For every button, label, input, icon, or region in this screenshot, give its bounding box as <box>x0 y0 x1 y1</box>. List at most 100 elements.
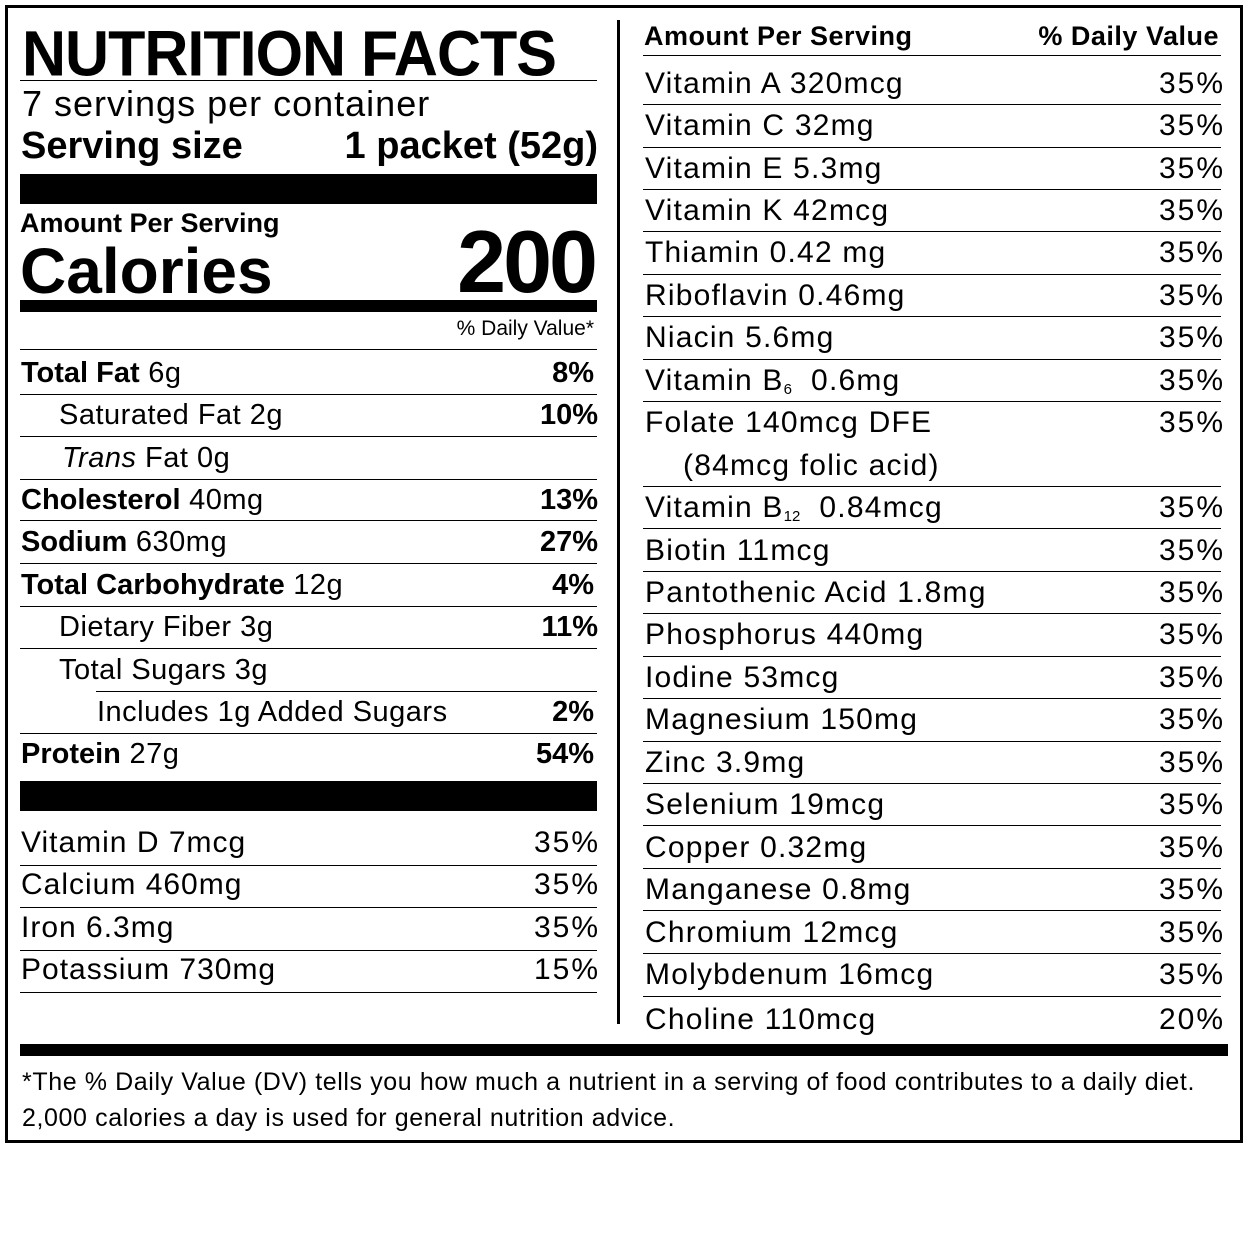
nutrient-row-total-carbohydrate: Total Carbohydrate 12g <box>21 567 343 603</box>
right-amount-header: Amount Per Serving <box>644 21 913 51</box>
divider <box>20 563 597 564</box>
divider <box>643 147 1221 148</box>
vitamin-dv: 35% <box>1158 236 1225 269</box>
divider <box>20 520 597 521</box>
vitamin-dv: 35% <box>1158 746 1225 779</box>
divider <box>643 316 1221 317</box>
subscript: 12 <box>783 508 801 525</box>
divider <box>643 231 1221 232</box>
right-dv-header: % Daily Value <box>1038 21 1219 51</box>
nutrient-amount: 630mg <box>135 526 228 558</box>
mineral-row: Calcium 460mg <box>21 868 243 901</box>
nutrient-dv: 8% <box>552 357 594 389</box>
mineral-row: Iron 6.3mg <box>21 911 175 944</box>
vitamin-row: Molybdenum 16mcg <box>645 958 935 991</box>
vitamin-row: Phosphorus 440mg <box>645 618 925 651</box>
nutrient-name: Total Sugars <box>59 654 227 686</box>
nutrient-amount: 2g <box>249 399 284 431</box>
vitamin-row-folate-detail: (84mcg folic acid) <box>683 449 940 482</box>
vitamin-row: Riboflavin 0.46mg <box>645 279 906 312</box>
divider <box>643 104 1221 105</box>
divider <box>20 80 597 81</box>
bottom-bar <box>20 1044 1228 1056</box>
mineral-row: Vitamin D 7mcg <box>21 826 247 859</box>
vitamin-dv: 35% <box>1158 916 1225 949</box>
divider <box>20 606 597 607</box>
vitamin-row: Copper 0.32mg <box>645 831 868 864</box>
divider <box>20 648 597 649</box>
nutrient-row-trans-fat: Trans Fat 0g <box>62 440 230 476</box>
vitamin-dv: 35% <box>1158 406 1225 439</box>
nutrient-name: Protein <box>21 738 121 770</box>
nutrient-name: Includes 1g Added Sugars <box>97 696 448 728</box>
divider <box>643 825 1221 826</box>
nutrient-name: Dietary Fiber <box>59 611 232 643</box>
vitamin-row: Vitamin E 5.3mg <box>645 152 883 185</box>
subscript: 6 <box>783 381 792 398</box>
calories-label: Calories <box>20 235 273 307</box>
nutrient-row-added-sugars: Includes 1g Added Sugars <box>97 694 448 730</box>
divider <box>643 55 1221 56</box>
divider <box>20 394 597 395</box>
vitamin-row: Choline 110mcg <box>645 1003 877 1036</box>
nutrient-dv: 4% <box>552 569 594 601</box>
vitamin-row: Vitamin K 42mcg <box>645 194 890 227</box>
divider <box>643 741 1221 742</box>
vitamin-row: Zinc 3.9mg <box>645 746 806 779</box>
serving-size-label: Serving size <box>21 125 243 167</box>
divider <box>643 868 1221 869</box>
mineral-dv: 15% <box>533 953 600 986</box>
nutrient-name: Trans <box>62 442 137 474</box>
divider <box>643 189 1221 190</box>
thick-bar <box>20 781 597 811</box>
amount-per-serving: Amount Per Serving <box>20 208 280 238</box>
nutrient-dv: 2% <box>552 696 594 728</box>
divider <box>643 698 1221 699</box>
daily-value-header: % Daily Value* <box>456 317 594 340</box>
divider <box>643 528 1221 529</box>
divider <box>643 359 1221 360</box>
vitamin-row: Magnesium 150mg <box>645 703 919 736</box>
vitamin-row: Niacin 5.6mg <box>645 321 835 354</box>
vitamin-dv: 35% <box>1158 534 1225 567</box>
vitamin-row: Iodine 53mcg <box>645 661 840 694</box>
mineral-dv: 35% <box>533 826 600 859</box>
nutrient-name: Sodium <box>21 526 128 558</box>
vitamin-dv: 35% <box>1158 788 1225 821</box>
divider <box>20 733 597 734</box>
mineral-dv: 35% <box>533 868 600 901</box>
divider <box>20 907 597 908</box>
nutrient-amount: 3g <box>240 611 274 643</box>
calories-value: 200 <box>457 212 598 311</box>
vitamin-row-b6: Vitamin B6 0.6mg <box>645 363 900 404</box>
vitamin-dv: 35% <box>1158 491 1225 524</box>
divider <box>643 910 1221 911</box>
vitamin-dv: 35% <box>1158 831 1225 864</box>
divider <box>20 950 597 951</box>
vitamin-name: Vitamin B <box>645 491 784 524</box>
nutrient-row-total-fat: Total Fat 6g <box>21 355 182 391</box>
label-title: NUTRITION FACTS <box>22 17 557 90</box>
serving-size-value: 1 packet (52g) <box>344 125 598 167</box>
footnote: *The % Daily Value (DV) tells you how mu… <box>22 1068 1196 1132</box>
divider <box>643 401 1221 402</box>
vitamin-dv: 35% <box>1158 703 1225 736</box>
vitamin-dv: 35% <box>1158 618 1225 651</box>
nutrient-amount: 12g <box>293 569 344 601</box>
vitamin-dv: 35% <box>1158 661 1225 694</box>
nutrient-name: Saturated Fat <box>59 399 242 431</box>
vitamin-row-b12: Vitamin B12 0.84mcg <box>645 490 943 531</box>
nutrient-row-sodium: Sodium 630mg <box>21 524 227 560</box>
vitamin-row: Vitamin C 32mg <box>645 109 875 142</box>
vitamin-dv: 35% <box>1158 194 1225 227</box>
nutrient-row-total-sugars: Total Sugars 3g <box>59 652 268 688</box>
vitamin-dv: 35% <box>1158 321 1225 354</box>
vitamin-dv: 35% <box>1158 109 1225 142</box>
divider <box>643 274 1221 275</box>
nutrient-amount: 27g <box>129 738 180 770</box>
column-separator <box>617 20 620 1024</box>
vitamin-name: Vitamin B <box>645 364 784 397</box>
vitamin-row: Thiamin 0.42 mg <box>645 236 887 269</box>
divider <box>643 656 1221 657</box>
nutrient-row-dietary-fiber: Dietary Fiber 3g <box>59 609 273 645</box>
